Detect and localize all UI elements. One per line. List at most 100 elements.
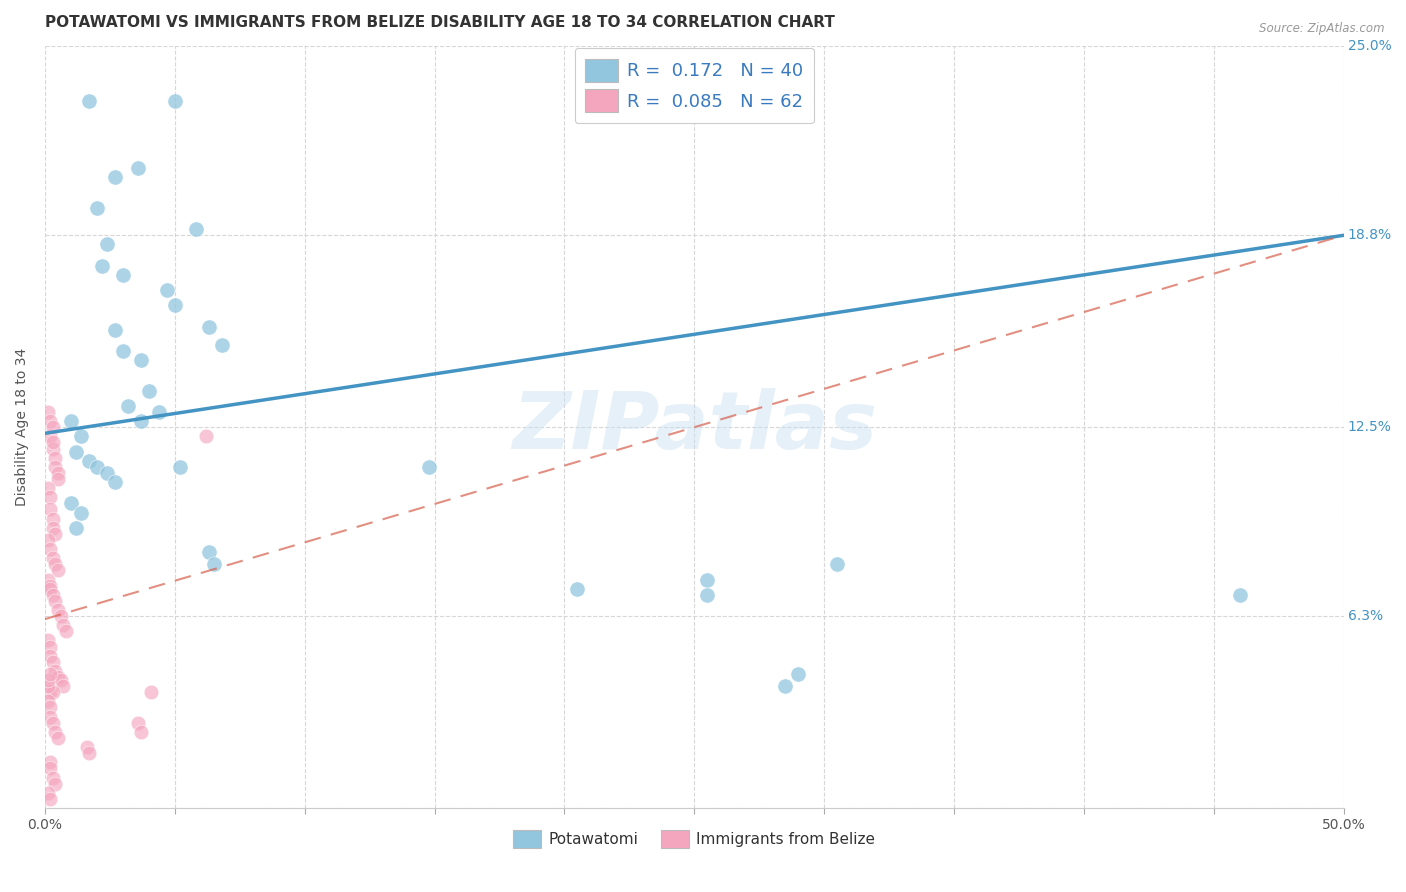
- Point: [211, 338, 233, 352]
- Point: [42, 588, 65, 602]
- Point: [65, 444, 87, 458]
- Point: [46, 563, 69, 577]
- Point: [104, 475, 127, 489]
- Point: [37, 633, 59, 648]
- Point: [696, 573, 718, 587]
- Point: [42, 551, 65, 566]
- Point: [44, 526, 66, 541]
- Point: [197, 545, 219, 559]
- Point: [42, 442, 65, 456]
- Point: [42, 420, 65, 434]
- Point: [418, 459, 440, 474]
- Point: [202, 558, 225, 572]
- Point: [49, 609, 72, 624]
- Point: [39, 685, 62, 699]
- Point: [37, 481, 59, 495]
- Text: Source: ZipAtlas.com: Source: ZipAtlas.com: [1260, 22, 1385, 36]
- Point: [86, 459, 108, 474]
- Point: [44, 664, 66, 678]
- Point: [156, 283, 179, 297]
- Point: [44, 594, 66, 608]
- Point: [39, 700, 62, 714]
- Point: [129, 353, 152, 368]
- Point: [39, 761, 62, 775]
- Point: [39, 429, 62, 443]
- Point: [77, 746, 100, 760]
- Text: 12.5%: 12.5%: [1347, 420, 1392, 434]
- Point: [37, 679, 59, 693]
- Point: [39, 502, 62, 516]
- Point: [111, 344, 134, 359]
- Point: [148, 405, 170, 419]
- Point: [46, 670, 69, 684]
- Point: [65, 521, 87, 535]
- Point: [44, 776, 66, 790]
- Legend: R =  0.172   N = 40, R =  0.085   N = 62: R = 0.172 N = 40, R = 0.085 N = 62: [575, 48, 814, 123]
- Point: [46, 603, 69, 617]
- Point: [37, 673, 59, 687]
- Point: [91, 259, 114, 273]
- Point: [39, 640, 62, 654]
- Point: [163, 95, 186, 109]
- Text: POTAWATOMI VS IMMIGRANTS FROM BELIZE DISABILITY AGE 18 TO 34 CORRELATION CHART: POTAWATOMI VS IMMIGRANTS FROM BELIZE DIS…: [45, 15, 835, 30]
- Point: [42, 511, 65, 525]
- Point: [37, 573, 59, 587]
- Point: [39, 792, 62, 806]
- Point: [42, 771, 65, 785]
- Point: [59, 414, 82, 428]
- Text: 6.3%: 6.3%: [1347, 609, 1382, 624]
- Point: [127, 715, 149, 730]
- Point: [39, 542, 62, 557]
- Point: [46, 731, 69, 745]
- Point: [197, 319, 219, 334]
- Point: [46, 466, 69, 480]
- Text: 25.0%: 25.0%: [1347, 39, 1392, 54]
- Point: [42, 715, 65, 730]
- Point: [42, 685, 65, 699]
- Point: [39, 709, 62, 723]
- Point: [39, 667, 62, 681]
- Point: [49, 673, 72, 687]
- Point: [42, 655, 65, 669]
- Point: [195, 429, 218, 443]
- Point: [39, 579, 62, 593]
- Point: [70, 506, 93, 520]
- Point: [773, 679, 796, 693]
- Point: [44, 724, 66, 739]
- Point: [104, 323, 127, 337]
- Point: [567, 582, 589, 596]
- Point: [44, 459, 66, 474]
- Point: [77, 95, 100, 109]
- Point: [96, 237, 118, 252]
- Point: [70, 429, 93, 443]
- Point: [787, 667, 810, 681]
- Point: [138, 384, 160, 398]
- Point: [37, 405, 59, 419]
- Point: [52, 679, 75, 693]
- Point: [44, 558, 66, 572]
- Point: [42, 521, 65, 535]
- Point: [77, 454, 100, 468]
- Point: [39, 756, 62, 770]
- Point: [96, 466, 118, 480]
- Y-axis label: Disability Age 18 to 34: Disability Age 18 to 34: [15, 348, 30, 507]
- Point: [163, 298, 186, 312]
- Point: [696, 588, 718, 602]
- Point: [86, 201, 108, 215]
- Point: [127, 161, 149, 176]
- Point: [141, 685, 163, 699]
- Point: [39, 648, 62, 663]
- Point: [44, 450, 66, 465]
- Point: [1229, 588, 1251, 602]
- Point: [37, 786, 59, 800]
- Text: 18.8%: 18.8%: [1347, 228, 1392, 243]
- Point: [37, 694, 59, 708]
- Point: [117, 399, 139, 413]
- Point: [104, 170, 127, 185]
- Point: [55, 624, 77, 639]
- Point: [129, 414, 152, 428]
- Point: [825, 558, 848, 572]
- Point: [184, 222, 207, 236]
- Text: ZIPatlas: ZIPatlas: [512, 388, 877, 467]
- Point: [39, 414, 62, 428]
